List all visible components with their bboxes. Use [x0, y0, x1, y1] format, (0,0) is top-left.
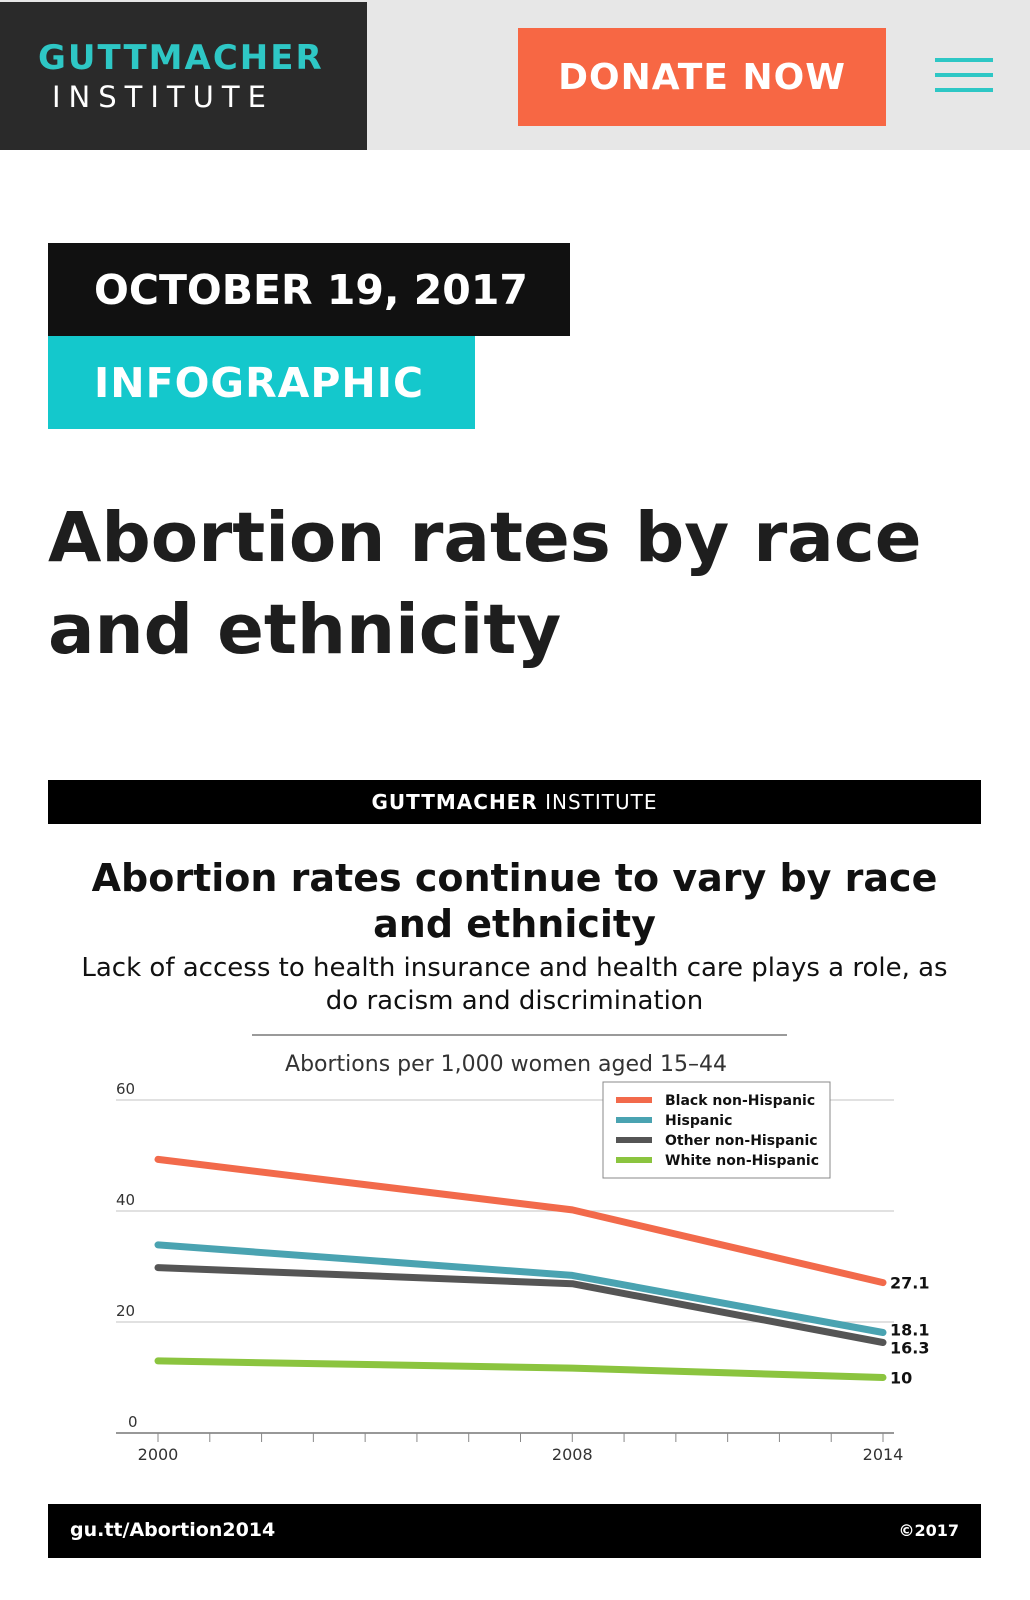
copyright: ©2017 [898, 1521, 959, 1540]
hamburger-menu-icon[interactable] [935, 58, 993, 94]
publish-date: OCTOBER 19, 2017 [48, 243, 570, 336]
short-link[interactable]: gu.tt/Abortion2014 [70, 1519, 276, 1541]
legend-label: Other non-Hispanic [665, 1133, 818, 1149]
infographic-footer: gu.tt/Abortion2014 ©2017 [48, 1504, 981, 1558]
y-tick-label: 40 [116, 1191, 135, 1209]
legend-swatch [616, 1157, 652, 1163]
infographic-header: GUTTMACHER INSTITUTE [48, 780, 981, 824]
y-axis-title: Abortions per 1,000 women aged 15–44 [285, 1052, 727, 1077]
y-tick-label: 20 [116, 1302, 135, 1320]
infographic-brand-rest: INSTITUTE [545, 790, 658, 814]
line-chart: Abortions per 1,000 women aged 15–44 020… [116, 1052, 929, 1464]
legend-swatch [616, 1097, 652, 1103]
series-line-1 [154, 1241, 887, 1336]
data-label: 18.1 [890, 1321, 929, 1340]
y-tick-label: 0 [128, 1413, 138, 1431]
series-line-3 [154, 1357, 887, 1381]
series-line-2 [154, 1264, 887, 1346]
logo-wordmark-bottom: INSTITUTE [52, 80, 274, 114]
y-tick-label: 60 [116, 1080, 135, 1098]
site-logo[interactable]: GUTTMACHER INSTITUTE [0, 2, 367, 150]
content-type-badge[interactable]: INFOGRAPHIC [48, 336, 475, 429]
legend-label: White non-Hispanic [665, 1153, 819, 1169]
donate-now-button[interactable]: DONATE NOW [518, 28, 886, 126]
data-label: 10 [890, 1369, 912, 1388]
divider [252, 1034, 787, 1036]
chart-subtitle: Lack of access to health insurance and h… [81, 953, 948, 1016]
x-tick-label: 2008 [552, 1445, 593, 1464]
x-tick-label: 2000 [138, 1445, 179, 1464]
data-label: 27.1 [890, 1274, 929, 1293]
logo-wordmark-top: GUTTMACHER [38, 38, 324, 78]
page-title: Abortion rates by race and ethnicity [48, 498, 922, 670]
legend-label: Black non-Hispanic [665, 1093, 815, 1109]
data-label: 16.3 [890, 1339, 929, 1358]
legend-label: Hispanic [665, 1113, 732, 1129]
infographic-brand-bold: GUTTMACHER [371, 790, 538, 814]
chart-title: Abortion rates continue to vary by race … [91, 856, 938, 946]
x-tick-label: 2014 [863, 1445, 904, 1464]
legend-swatch [616, 1117, 652, 1123]
legend-swatch [616, 1137, 652, 1143]
series-line-0 [154, 1155, 887, 1287]
